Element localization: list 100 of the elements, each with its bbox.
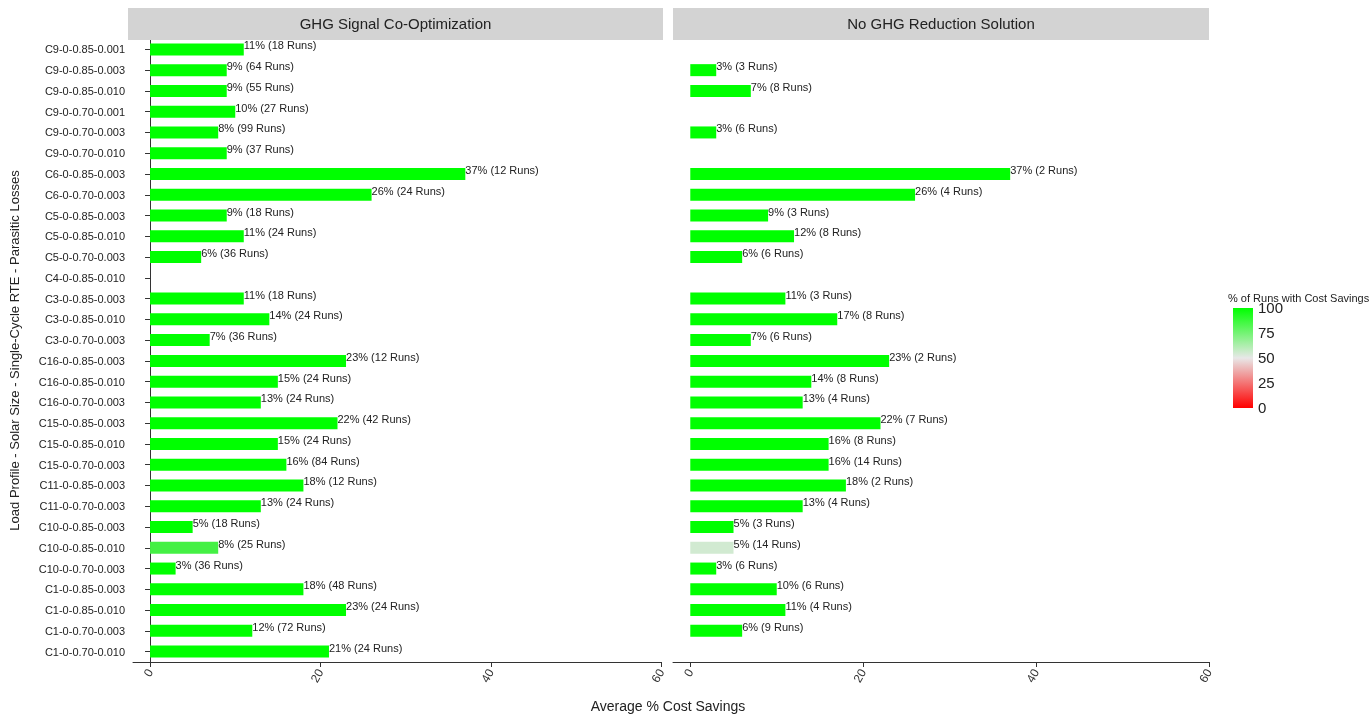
y-tick-label: C5-0-0.70-0.003	[44, 251, 125, 264]
bar	[150, 147, 227, 160]
bar	[150, 375, 278, 388]
bar	[150, 313, 270, 326]
bar	[150, 43, 244, 56]
bar	[150, 167, 466, 180]
data-label: 23% (2 Runs)	[889, 350, 957, 363]
data-label: 9% (3 Runs)	[768, 205, 830, 218]
y-tick-label: C4-0-0.85-0.010	[44, 271, 125, 284]
color-bar-label: 75	[1258, 324, 1275, 342]
bar	[150, 188, 372, 201]
data-label: 9% (64 Runs)	[226, 60, 294, 73]
bar	[150, 251, 202, 264]
y-tick-label: C5-0-0.85-0.010	[44, 230, 125, 243]
data-label: 5% (3 Runs)	[733, 517, 795, 530]
bar	[150, 209, 227, 222]
bar	[690, 230, 795, 243]
data-label: 7% (6 Runs)	[750, 330, 812, 343]
data-label: 13% (4 Runs)	[802, 496, 870, 509]
y-tick-label: C3-0-0.85-0.003	[44, 292, 125, 305]
y-tick-label: C9-0-0.70-0.010	[44, 147, 125, 160]
y-tick-label: C10-0-0.85-0.003	[38, 521, 125, 534]
bar	[150, 64, 227, 77]
data-label: 3% (6 Runs)	[716, 122, 778, 135]
data-label: 11% (3 Runs)	[785, 288, 852, 301]
y-tick-label: C5-0-0.85-0.003	[44, 209, 125, 222]
data-label: 15% (24 Runs)	[277, 433, 352, 446]
data-label: 12% (8 Runs)	[794, 226, 862, 239]
data-label: 8% (99 Runs)	[218, 122, 286, 135]
bar	[690, 437, 829, 450]
bar	[690, 479, 846, 492]
bar	[150, 645, 329, 658]
data-label: 5% (18 Runs)	[192, 517, 260, 530]
data-label: 11% (18 Runs)	[243, 288, 317, 301]
data-label: 22% (7 Runs)	[880, 413, 948, 426]
bar	[690, 292, 786, 305]
data-label: 9% (37 Runs)	[226, 143, 294, 156]
bar	[690, 583, 777, 596]
y-tick-label: C16-0-0.70-0.003	[38, 396, 125, 409]
y-tick-label: C3-0-0.85-0.010	[44, 313, 125, 326]
y-axis-title: Load Profile - Solar Size - Single-Cycle RTE - Parasitic Losses	[7, 169, 22, 531]
x-tick-label: 20	[307, 666, 327, 686]
y-tick-label: C11-0-0.70-0.003	[39, 500, 125, 513]
bar	[150, 583, 304, 596]
data-label: 5% (14 Runs)	[733, 537, 801, 550]
data-label: 10% (27 Runs)	[235, 101, 309, 114]
data-label: 11% (4 Runs)	[785, 600, 852, 613]
data-label: 14% (24 Runs)	[269, 309, 343, 322]
bar	[150, 126, 219, 139]
data-label: 6% (6 Runs)	[742, 247, 804, 260]
bar	[690, 375, 812, 388]
bar	[150, 437, 278, 450]
color-bar-label: 25	[1258, 374, 1275, 392]
bar	[690, 624, 743, 637]
y-tick-label: C9-0-0.70-0.001	[44, 105, 125, 118]
data-label: 11% (24 Runs)	[243, 226, 317, 239]
data-label: 13% (4 Runs)	[802, 392, 870, 405]
y-tick-label: C9-0-0.70-0.003	[44, 126, 125, 139]
y-tick-label: C6-0-0.85-0.003	[44, 167, 125, 180]
bar	[150, 500, 261, 513]
bar	[690, 354, 890, 367]
color-bar-label: 50	[1258, 349, 1275, 367]
bar	[690, 84, 751, 97]
y-tick-label: C6-0-0.70-0.003	[44, 188, 125, 201]
x-tick-label: 60	[648, 666, 668, 686]
y-tick-label: C15-0-0.85-0.003	[38, 417, 125, 430]
data-label: 12% (72 Runs)	[252, 620, 326, 633]
bar	[150, 604, 347, 617]
data-label: 16% (84 Runs)	[286, 454, 360, 467]
y-tick-label: C15-0-0.70-0.003	[38, 458, 125, 471]
y-tick-label: C10-0-0.85-0.010	[38, 541, 125, 554]
data-label: 21% (24 Runs)	[328, 641, 403, 654]
bar	[150, 458, 287, 471]
y-tick-label: C9-0-0.85-0.003	[44, 64, 125, 77]
bar	[150, 521, 193, 534]
data-label: 26% (24 Runs)	[371, 184, 445, 197]
bar	[690, 541, 734, 554]
bar	[690, 521, 734, 534]
data-label: 16% (8 Runs)	[828, 433, 896, 446]
y-tick-label: C9-0-0.85-0.010	[44, 84, 125, 97]
data-label: 7% (8 Runs)	[750, 80, 812, 93]
data-label: 26% (4 Runs)	[915, 184, 983, 197]
bar	[690, 417, 881, 430]
y-tick-label: C1-0-0.70-0.003	[44, 624, 125, 637]
chart-title: No GHG Reduction Solution	[673, 8, 1209, 40]
data-label: 15% (24 Runs)	[277, 371, 352, 384]
bar	[690, 562, 717, 575]
bar	[150, 105, 236, 118]
x-tick-label: 0	[680, 666, 697, 680]
bar	[690, 313, 838, 326]
data-label: 14% (8 Runs)	[811, 371, 879, 384]
data-label: 6% (36 Runs)	[201, 247, 269, 260]
data-label: 16% (14 Runs)	[828, 454, 902, 467]
data-label: 3% (3 Runs)	[716, 60, 778, 73]
bar	[150, 396, 261, 409]
x-tick-label: 20	[850, 666, 870, 686]
bar	[690, 188, 916, 201]
data-label: 18% (2 Runs)	[845, 475, 914, 488]
data-label: 37% (12 Runs)	[465, 163, 539, 176]
x-tick-label: 0	[140, 666, 157, 680]
